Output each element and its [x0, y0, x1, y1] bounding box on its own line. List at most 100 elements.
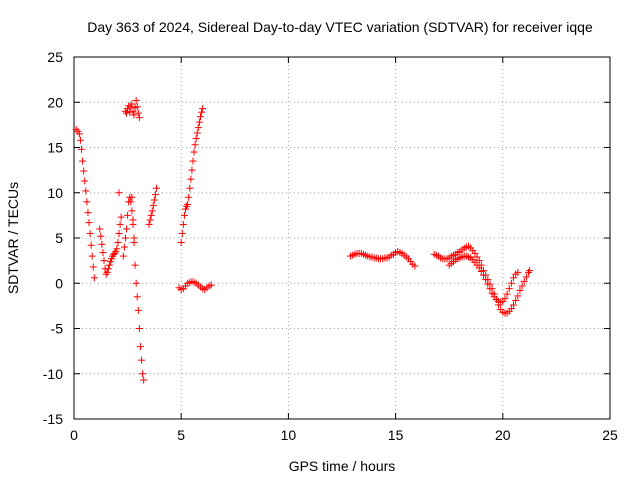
data-point: [130, 111, 138, 119]
data-point: [105, 261, 113, 269]
data-point: [477, 267, 485, 275]
data-point: [514, 292, 522, 300]
data-point: [151, 191, 159, 199]
data-point: [512, 296, 520, 304]
data-point: [146, 216, 154, 224]
data-point: [140, 376, 148, 384]
data-point: [178, 229, 186, 237]
data-point: [133, 293, 141, 301]
data-point: [486, 285, 494, 293]
data-point: [196, 113, 204, 121]
data-point: [177, 239, 185, 247]
data-point: [191, 141, 199, 149]
data-point: [135, 325, 143, 332]
data-point: [518, 282, 526, 290]
data-point: [90, 274, 98, 282]
data-point: [514, 268, 522, 276]
data-point: [207, 281, 215, 289]
data-point: [72, 125, 80, 133]
data-point: [471, 249, 479, 257]
data-point: [198, 108, 206, 116]
data-point: [86, 229, 94, 237]
data-point: [85, 219, 93, 227]
data-point: [522, 273, 530, 281]
data-point: [129, 216, 137, 224]
data-point: [507, 305, 515, 313]
data-point: [128, 100, 136, 108]
axis-ticks: [73, 56, 611, 420]
data-point: [114, 239, 122, 247]
x-tick-label: 5: [177, 427, 185, 443]
data-point: [411, 262, 419, 270]
data-point: [134, 109, 142, 117]
y-tick-label: -10: [43, 366, 63, 382]
data-point: [475, 257, 483, 265]
x-axis-title: GPS time / hours: [289, 458, 396, 474]
data-point: [501, 295, 509, 303]
data-point: [127, 198, 135, 206]
data-point: [99, 248, 107, 256]
data-point: [84, 209, 92, 217]
x-tick-label: 0: [70, 427, 78, 443]
data-point: [123, 225, 131, 233]
data-point: [149, 201, 157, 209]
data-point: [147, 211, 155, 219]
data-point: [193, 129, 201, 137]
data-point: [104, 265, 112, 273]
data-point: [516, 286, 524, 294]
data-point: [132, 96, 140, 104]
data-point: [102, 270, 110, 278]
data-point: [123, 109, 131, 117]
data-point: [103, 268, 111, 276]
data-point: [510, 301, 518, 309]
data-point: [97, 232, 105, 240]
data-point: [131, 261, 139, 269]
data-point: [96, 225, 104, 233]
data-point: [87, 241, 95, 249]
data-point: [134, 306, 142, 314]
data-point: [484, 280, 492, 288]
data-point: [136, 343, 144, 351]
data-point: [83, 198, 91, 206]
y-tick-labels: -15 -10 -5 0 5 10 15 20 25: [43, 49, 63, 427]
data-point: [119, 252, 127, 260]
data-point: [89, 263, 97, 271]
data-point: [199, 105, 207, 113]
data-points: [72, 96, 534, 384]
data-point: [480, 271, 488, 279]
data-point: [82, 187, 90, 195]
data-point: [133, 103, 141, 111]
data-point: [129, 107, 137, 115]
y-tick-label: 25: [47, 49, 63, 65]
y-tick-label: 15: [47, 140, 63, 156]
data-point: [150, 196, 158, 204]
data-point: [113, 245, 121, 253]
data-point: [503, 290, 511, 298]
data-point: [473, 253, 481, 261]
data-point: [117, 213, 125, 221]
data-point: [190, 148, 198, 156]
data-point: [183, 202, 191, 210]
data-point: [510, 274, 518, 282]
data-point: [192, 134, 200, 142]
data-point: [130, 239, 138, 247]
data-point: [145, 220, 153, 228]
data-point: [128, 193, 136, 201]
data-point: [184, 201, 192, 209]
y-axis-title: SDTVAR / TECUs: [5, 182, 21, 294]
grid: [74, 57, 610, 419]
data-point: [116, 220, 124, 228]
data-point: [475, 264, 483, 272]
data-point: [126, 108, 134, 116]
data-point: [132, 279, 140, 287]
data-point: [111, 249, 119, 257]
data-point: [88, 252, 96, 260]
x-tick-label: 25: [602, 427, 618, 443]
data-point: [185, 193, 193, 201]
data-point: [188, 166, 196, 174]
x-tick-label: 10: [281, 427, 297, 443]
data-point: [520, 277, 528, 285]
y-tick-label: 20: [47, 94, 63, 110]
data-point: [135, 114, 143, 122]
chart-title: Day 363 of 2024, Sidereal Day-to-day VTE…: [87, 19, 593, 35]
